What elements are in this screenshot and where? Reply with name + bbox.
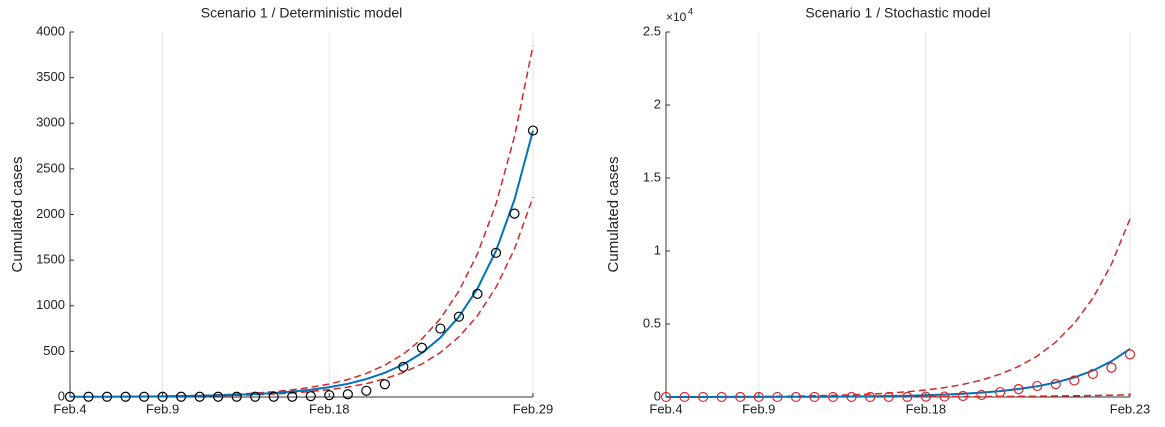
data-point: [679, 391, 690, 403]
y-tick-label: 0: [58, 388, 65, 403]
data-point: [101, 391, 113, 402]
chart-title: Scenario 1 / Stochastic model: [805, 5, 990, 21]
y-scale-power: 4: [688, 6, 693, 16]
x-tick-label: Feb.18: [309, 401, 349, 416]
x-tick-label: Feb.9: [742, 401, 775, 416]
y-tick-label: 2000: [36, 206, 65, 221]
data-point: [902, 391, 913, 402]
data-point: [194, 391, 205, 402]
data-point: [157, 391, 168, 402]
data-point: [920, 391, 931, 402]
data-point: [660, 391, 672, 403]
data-point: [138, 391, 150, 402]
data-point: [527, 125, 539, 136]
data-point: [435, 323, 446, 334]
x-tick-label: Feb.9: [146, 401, 179, 416]
data-point: [83, 391, 94, 402]
data-point: [846, 391, 857, 403]
data-point: [772, 391, 783, 403]
data-point: [379, 379, 390, 390]
y-tick-label: 0: [654, 388, 661, 403]
y-tick-label: 2500: [36, 160, 65, 175]
data-point: [1087, 368, 1098, 380]
data-point: [698, 391, 709, 403]
y-tick-label: 1: [654, 242, 661, 257]
data-point: [790, 391, 802, 403]
y-tick-label: 1500: [36, 252, 65, 267]
data-point: [827, 391, 839, 403]
data-point: [1032, 380, 1043, 392]
data-point: [342, 389, 353, 400]
data-point: [1050, 379, 1061, 390]
data-point: [957, 390, 969, 402]
data-point: [361, 385, 372, 396]
data-point: [176, 391, 187, 402]
data-point: [509, 208, 520, 219]
series-line: [70, 196, 534, 398]
y-tick-label: 1.5: [643, 169, 661, 184]
data-point: [994, 387, 1006, 398]
x-tick-label: Feb.29: [513, 401, 553, 416]
data-point: [490, 247, 502, 258]
data-point: [1106, 362, 1117, 373]
y-tick-label: 500: [43, 343, 65, 358]
y-tick-label: 3500: [36, 69, 65, 84]
data-point: [865, 391, 876, 403]
data-point: [809, 391, 820, 403]
data-point: [453, 311, 465, 322]
series-line: [666, 347, 1131, 398]
data-point: [250, 391, 261, 402]
y-scale-label: ×10: [666, 10, 687, 24]
data-point: [753, 391, 764, 403]
series-line: [70, 45, 534, 398]
data-point: [883, 391, 894, 403]
y-tick-label: 1000: [36, 297, 65, 312]
data-point: [64, 391, 76, 402]
data-point: [1069, 375, 1080, 386]
x-tick-label: Feb.18: [906, 401, 946, 416]
y-tick-label: 2.5: [643, 23, 661, 38]
y-tick-label: 4000: [36, 23, 65, 38]
x-tick-label: Feb.23: [1110, 401, 1150, 416]
x-tick-label: Feb.4: [649, 401, 682, 416]
data-point: [735, 391, 746, 403]
y-axis-label: Cumulated cases: [605, 157, 622, 273]
data-point: [324, 390, 335, 401]
data-point: [1013, 384, 1024, 395]
data-point: [472, 288, 483, 299]
y-tick-label: 2: [654, 96, 661, 111]
data-point: [416, 342, 427, 353]
data-point: [398, 361, 409, 372]
y-axis-label: Cumulated cases: [9, 157, 26, 273]
data-point: [976, 389, 987, 401]
data-point: [213, 391, 224, 402]
data-point: [287, 391, 298, 402]
chart-title: Scenario 1 / Deterministic model: [201, 5, 403, 21]
data-point: [120, 391, 131, 402]
y-tick-label: 0.5: [643, 315, 661, 330]
data-point: [305, 390, 316, 402]
series-line: [666, 218, 1131, 398]
data-point: [231, 391, 242, 402]
data-point: [1124, 349, 1136, 360]
data-point: [716, 391, 727, 403]
data-point: [268, 391, 279, 402]
x-tick-label: Feb.4: [53, 401, 86, 416]
y-tick-label: 3000: [36, 115, 65, 130]
series-line: [70, 130, 534, 398]
data-point: [939, 391, 950, 402]
